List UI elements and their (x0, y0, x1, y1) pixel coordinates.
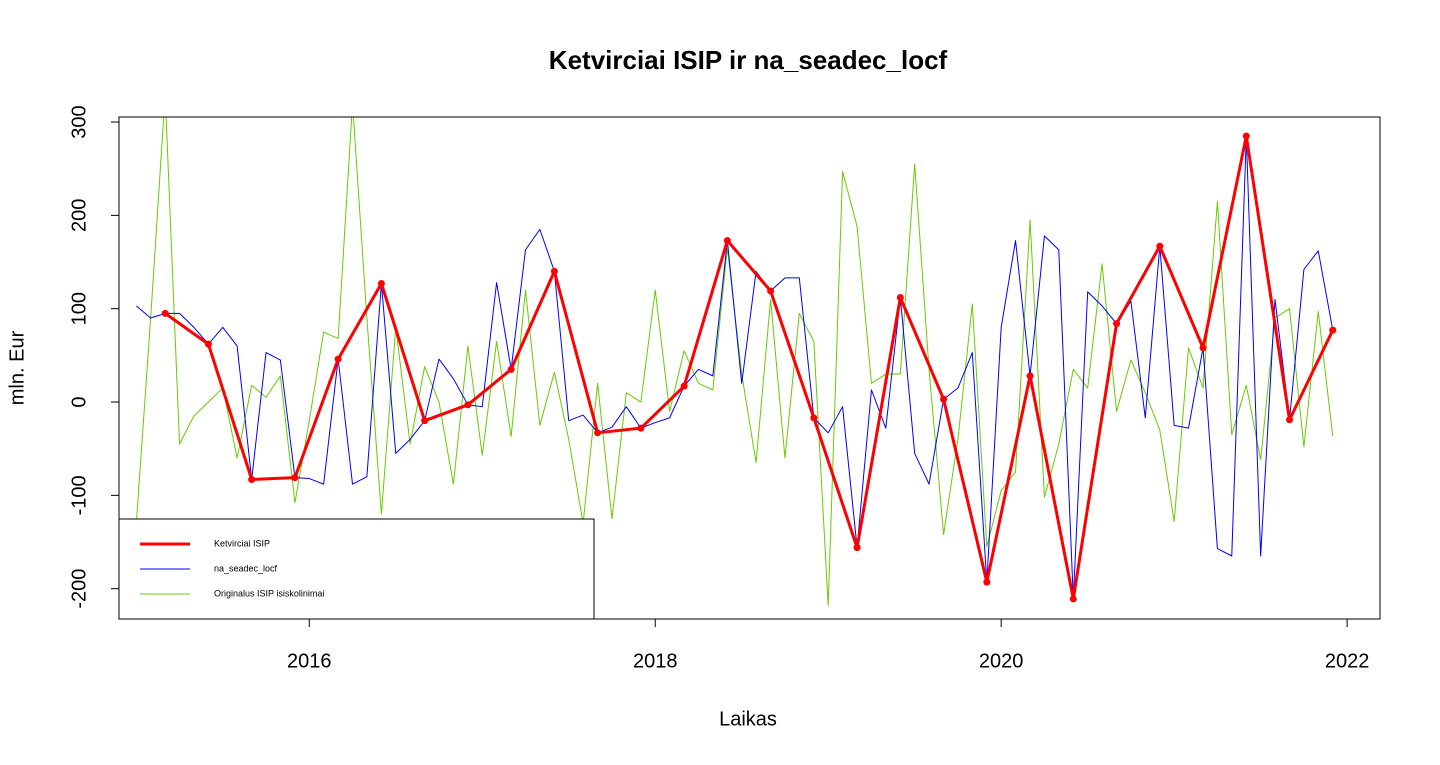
point (1069, 595, 1077, 603)
x-tick-label: 2016 (287, 650, 332, 672)
point (248, 475, 256, 483)
point (983, 578, 991, 586)
point (810, 414, 818, 422)
x-axis-label: Laikas (719, 708, 777, 730)
point (940, 395, 948, 403)
point (377, 279, 385, 287)
point (464, 401, 472, 409)
point (550, 267, 558, 275)
y-tick-label: 300 (68, 105, 90, 138)
point (637, 424, 645, 432)
plot-frame (118, 116, 1381, 620)
chart-title: Ketvirciai ISIP ir na_seadec_locf (549, 45, 948, 75)
legend-label: na_seadec_locf (214, 563, 278, 573)
y-tick-label: 100 (68, 292, 90, 325)
y-tick-label: 0 (68, 396, 90, 407)
point (421, 417, 429, 425)
point (291, 474, 299, 482)
point (1199, 344, 1207, 352)
point (204, 340, 212, 348)
series-line (164, 134, 1335, 601)
point (896, 293, 904, 301)
y-axis-label: mln. Eur (6, 330, 28, 405)
point (723, 237, 731, 245)
point (767, 287, 775, 295)
x-tick-label: 2022 (1325, 650, 1370, 672)
point (680, 382, 688, 390)
point (507, 365, 515, 373)
point (594, 429, 602, 437)
point (334, 355, 342, 363)
plot-area (135, 117, 1337, 606)
point (1026, 372, 1034, 380)
point (1329, 326, 1337, 334)
legend: Ketvirciai ISIP na_seadec_locf Originalus … (118, 518, 595, 620)
point (161, 309, 169, 317)
x-tick-label: 2020 (979, 650, 1024, 672)
series-line (135, 135, 1334, 600)
y-tick-label: -100 (68, 475, 90, 515)
legend-label: Originalus ISIP isiskolinimai (214, 588, 324, 598)
point (853, 544, 861, 552)
point (1156, 242, 1164, 250)
y-tick-label: -200 (68, 569, 90, 609)
y-tick-label: 200 (68, 199, 90, 232)
point (1113, 320, 1121, 328)
point (1286, 416, 1294, 424)
legend-label: Ketvirciai ISIP (214, 538, 270, 548)
legend-box (118, 518, 595, 620)
point (1242, 132, 1250, 140)
x-tick-label: 2018 (633, 650, 678, 672)
